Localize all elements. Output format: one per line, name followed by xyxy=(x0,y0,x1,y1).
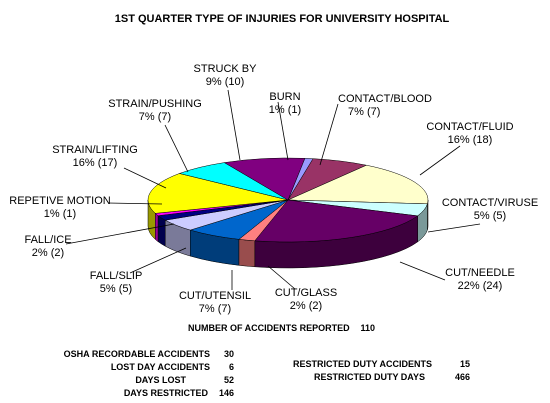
slice-value-2: 7% (7) xyxy=(348,106,380,118)
chart-title: 1ST QUARTER TYPE OF INJURIES FOR UNIVERS… xyxy=(115,13,450,25)
restricted-duty-days-label: RESTRICTED DUTY DAYS xyxy=(314,372,425,382)
slice-value-9: 2% (2) xyxy=(32,247,64,259)
leader-line-12 xyxy=(165,125,188,172)
total-value: 110 xyxy=(360,323,375,333)
days-lost-value: 52 xyxy=(224,375,234,385)
slice-label-7: CUT/UTENSIL xyxy=(179,290,251,302)
days-restricted-value: 146 xyxy=(219,388,234,398)
leader-line-6 xyxy=(268,266,295,289)
restricted-duty-accidents-value: 15 xyxy=(460,359,470,369)
slice-value-13: 9% (10) xyxy=(206,76,245,88)
osha-recordable-label: OSHA RECORDABLE ACCIDENTS xyxy=(64,349,210,359)
slice-label-8: FALL/SLIP xyxy=(90,270,143,282)
slice-value-12: 7% (7) xyxy=(139,111,171,123)
slice-value-8: 5% (5) xyxy=(100,283,132,295)
restricted-duty-days-value: 466 xyxy=(455,372,470,382)
leader-line-5 xyxy=(400,262,445,280)
slice-label-11: STRAIN/LIFTING xyxy=(52,144,138,156)
lost-day-accidents-label: LOST DAY ACCIDENTS xyxy=(111,362,210,372)
slice-label-4: CONTACT/VIRUSE xyxy=(442,197,538,209)
restricted-duty-accidents-label: RESTRICTED DUTY ACCIDENTS xyxy=(293,359,432,369)
pie-top xyxy=(148,158,428,242)
slice-value-11: 16% (17) xyxy=(73,157,118,169)
slice-value-3: 16% (18) xyxy=(448,134,493,146)
leader-line-3 xyxy=(420,146,460,175)
slice-value-10: 1% (1) xyxy=(44,208,76,220)
days-lost-label: DAYS LOST xyxy=(135,375,186,385)
slice-label-1: BURN xyxy=(269,91,300,103)
summary: NUMBER OF ACCIDENTS REPORTED 110 OSHA RE… xyxy=(64,323,470,398)
slice-label-12: STRAIN/PUSHING xyxy=(108,98,202,110)
days-restricted-label: DAYS RESTRICTED xyxy=(124,388,209,398)
leader-line-2 xyxy=(320,104,338,165)
leader-line-13 xyxy=(228,90,240,160)
slice-value-1: 1% (1) xyxy=(269,104,301,116)
slice-label-6: CUT/GLASS xyxy=(275,287,337,299)
slice-value-6: 2% (2) xyxy=(290,300,322,312)
leader-line-4 xyxy=(428,224,480,232)
slice-value-4: 5% (5) xyxy=(474,210,506,222)
slice-label-13: STRUCK BY xyxy=(194,63,258,75)
osha-recordable-value: 30 xyxy=(224,349,234,359)
slice-value-5: 22% (24) xyxy=(458,280,503,292)
slice-label-5: CUT/NEEDLE xyxy=(445,267,515,279)
leader-line-11 xyxy=(124,168,166,188)
slice-side-9 xyxy=(158,216,165,246)
slice-value-7: 7% (7) xyxy=(199,303,231,315)
slice-label-10: REPETIVE MOTION xyxy=(9,195,111,207)
slice-label-9: FALL/ICE xyxy=(24,234,71,246)
lost-day-accidents-value: 6 xyxy=(229,362,234,372)
slice-side-6 xyxy=(239,239,255,266)
slice-label-3: CONTACT/FLUID xyxy=(426,121,513,133)
total-label: NUMBER OF ACCIDENTS REPORTED xyxy=(188,323,350,333)
slice-label-2: CONTACT/BLOOD xyxy=(338,93,432,105)
